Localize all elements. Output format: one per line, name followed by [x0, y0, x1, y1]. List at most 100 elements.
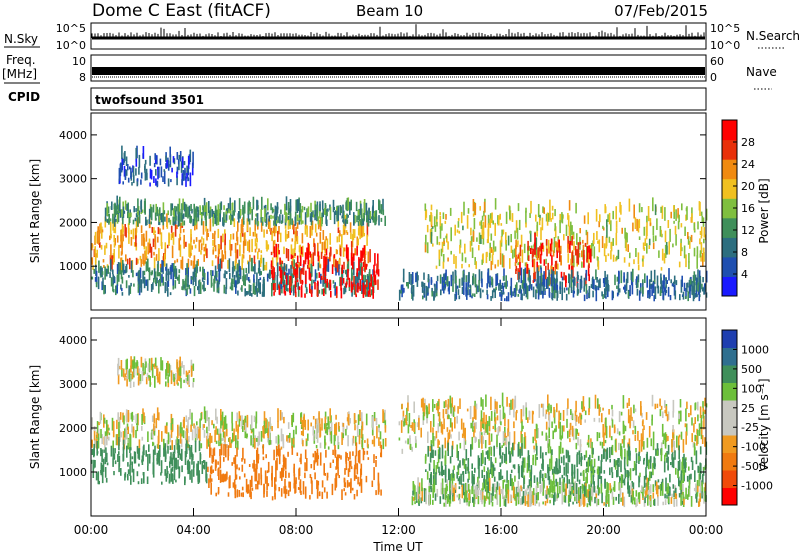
data-cell: [536, 481, 539, 488]
data-cell: [359, 220, 362, 235]
data-cell: [193, 423, 195, 429]
colorbar-swatch: [722, 276, 737, 297]
data-cell: [114, 202, 116, 216]
data-cell: [122, 368, 125, 378]
data-cell: [578, 253, 581, 258]
data-cell: [635, 448, 637, 453]
data-cell: [330, 290, 332, 298]
data-cell: [674, 450, 676, 460]
data-cell: [439, 274, 442, 284]
data-cell: [673, 275, 676, 284]
data-cell: [662, 280, 664, 292]
data-cell: [295, 425, 297, 435]
data-cell: [406, 282, 408, 287]
data-cell: [513, 421, 515, 429]
data-cell: [227, 203, 230, 212]
data-cell: [316, 487, 319, 499]
data-cell: [430, 212, 433, 225]
data-cell: [278, 451, 281, 465]
data-cell: [677, 221, 680, 230]
data-cell: [260, 431, 263, 442]
data-cell: [550, 218, 552, 222]
data-cell: [167, 268, 170, 281]
data-cell: [124, 428, 126, 438]
data-cell: [225, 278, 228, 290]
data-cell: [361, 279, 364, 293]
data-cell: [501, 253, 504, 268]
data-cell: [583, 294, 586, 302]
data-cell: [595, 490, 597, 495]
data-cell: [435, 465, 438, 475]
data-cell: [618, 217, 621, 222]
data-cell: [234, 484, 237, 489]
data-cell: [432, 449, 434, 459]
data-cell: [138, 215, 141, 224]
data-cell: [279, 410, 282, 421]
data-cell: [559, 286, 561, 290]
data-cell: [216, 282, 219, 289]
data-cell: [561, 281, 563, 289]
data-cell: [552, 473, 555, 485]
data-cell: [148, 376, 150, 381]
data-cell: [185, 204, 188, 218]
data-cell: [226, 444, 229, 448]
data-cell: [226, 471, 228, 480]
data-cell: [203, 429, 206, 438]
data-cell: [474, 467, 476, 473]
data-cell: [683, 462, 686, 469]
data-cell: [475, 437, 477, 442]
data-cell: [490, 247, 493, 253]
data-cell: [560, 435, 562, 441]
data-cell: [594, 394, 597, 409]
date-title: 07/Feb/2015: [614, 2, 708, 20]
data-cell: [118, 269, 120, 282]
data-cell: [652, 445, 655, 451]
data-cell: [559, 477, 561, 486]
data-cell: [545, 432, 548, 441]
data-cell: [288, 472, 290, 478]
data-cell: [289, 199, 292, 212]
data-cell: [597, 240, 599, 244]
data-cell: [266, 419, 268, 433]
data-cell: [357, 476, 359, 485]
data-cell: [529, 469, 531, 478]
data-cell: [371, 416, 374, 428]
data-cell: [522, 281, 525, 291]
data-cell: [144, 159, 147, 165]
data-cell: [134, 217, 137, 222]
data-cell: [170, 468, 172, 482]
data-cell: [283, 284, 286, 294]
data-cell: [490, 446, 493, 456]
data-cell: [302, 267, 305, 271]
data-cell: [212, 214, 214, 227]
data-cell: [648, 279, 651, 286]
data-cell: [634, 434, 637, 441]
data-cell: [589, 250, 591, 260]
data-cell: [199, 418, 201, 429]
data-cell: [112, 218, 114, 231]
data-cell: [465, 282, 467, 292]
data-cell: [531, 259, 534, 268]
data-cell: [515, 239, 517, 250]
data-cell: [586, 290, 588, 300]
data-cell: [586, 231, 589, 245]
nsky-trace: [91, 24, 705, 40]
colorbar-tick-label: 12: [741, 224, 755, 237]
data-cell: [146, 372, 149, 380]
data-cell: [143, 270, 146, 276]
data-cell: [548, 476, 551, 485]
data-cell: [544, 273, 547, 277]
data-cell: [672, 458, 674, 465]
data-cell: [440, 421, 443, 433]
data-cell: [130, 475, 132, 485]
data-cell: [680, 410, 682, 422]
data-cell: [133, 381, 135, 388]
data-cell: [121, 368, 123, 377]
data-cell: [637, 274, 640, 283]
data-cell: [638, 440, 641, 454]
data-cell: [555, 283, 557, 293]
data-cell: [614, 426, 616, 432]
data-cell: [100, 462, 103, 472]
data-cell: [302, 268, 305, 275]
data-cell: [302, 481, 305, 495]
